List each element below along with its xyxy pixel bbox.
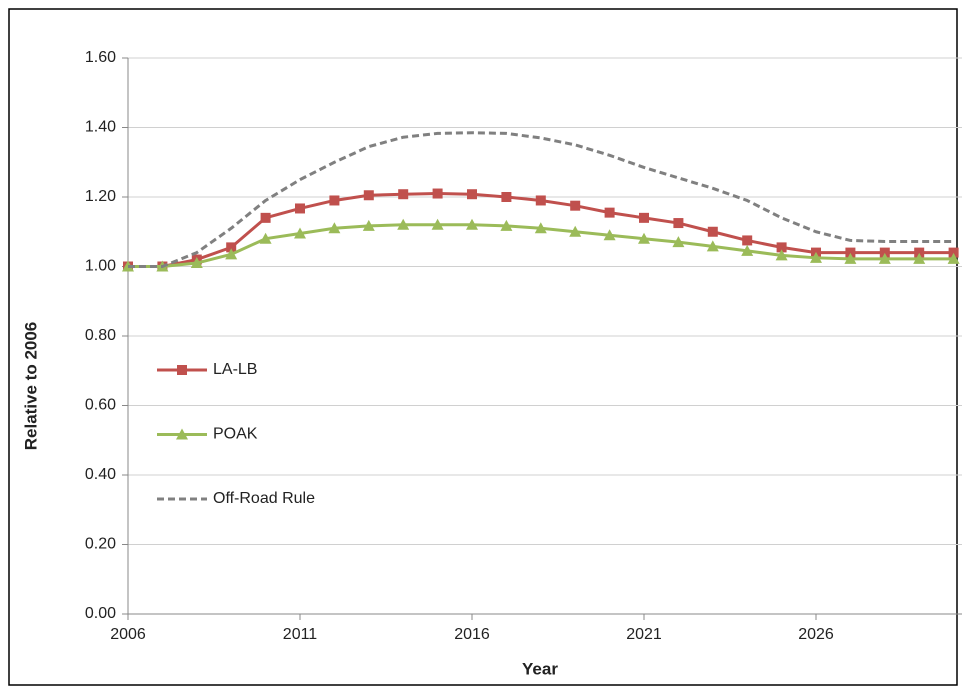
marker [226, 242, 237, 253]
marker [294, 227, 306, 239]
marker [603, 229, 616, 241]
series-line [128, 131, 954, 268]
marker [466, 218, 478, 230]
marker [913, 252, 926, 264]
marker [604, 207, 615, 218]
marker [706, 240, 719, 252]
y-tick-label: 0.60 [85, 397, 116, 414]
marker [638, 232, 650, 244]
y-tick-label: 0.40 [85, 466, 116, 483]
marker [742, 235, 753, 246]
marker [295, 203, 305, 214]
marker [177, 365, 187, 375]
marker [431, 218, 444, 230]
y-axis-label: Relative to 2006 [21, 322, 40, 451]
marker [844, 252, 857, 264]
marker [328, 222, 341, 234]
marker [363, 190, 374, 201]
legend-label: LA-LB [213, 361, 257, 378]
marker [329, 195, 340, 206]
marker [500, 219, 513, 231]
y-tick-label: 0.00 [85, 605, 116, 622]
marker [878, 252, 891, 264]
marker [534, 222, 547, 234]
marker [948, 247, 959, 258]
marker [535, 195, 546, 206]
marker [398, 189, 409, 200]
marker [190, 257, 203, 269]
x-tick-label: 2026 [798, 626, 834, 643]
marker [569, 225, 582, 237]
marker [176, 428, 188, 440]
marker [810, 251, 822, 263]
marker [879, 247, 890, 258]
y-tick-label: 1.20 [85, 188, 116, 205]
marker [914, 247, 925, 258]
marker [432, 188, 443, 199]
legend-label: Off-Road Rule [213, 490, 315, 507]
marker [673, 218, 684, 229]
x-tick-label: 2011 [283, 626, 318, 643]
marker [672, 236, 685, 248]
x-tick-label: 2021 [626, 626, 662, 643]
marker [845, 247, 856, 258]
marker [260, 212, 271, 223]
marker [741, 244, 754, 256]
marker [947, 252, 960, 264]
legend-label: POAK [213, 426, 258, 443]
frame [8, 8, 958, 686]
y-tick-label: 0.80 [85, 327, 116, 344]
marker [707, 226, 718, 237]
x-axis-label: Year [522, 659, 558, 678]
marker [467, 189, 477, 200]
y-tick-label: 1.60 [85, 49, 116, 66]
marker [501, 192, 512, 202]
marker [397, 218, 410, 230]
x-tick-label: 2016 [454, 626, 490, 643]
marker [259, 232, 272, 244]
y-tick-label: 0.20 [85, 536, 116, 553]
marker [775, 249, 788, 261]
marker [362, 219, 375, 231]
marker [639, 212, 649, 223]
x-tick-label: 2006 [110, 626, 146, 643]
marker [776, 242, 787, 253]
y-tick-label: 1.40 [85, 119, 116, 136]
marker [570, 200, 581, 211]
marker [225, 248, 238, 260]
y-tick-label: 1.00 [85, 258, 116, 275]
